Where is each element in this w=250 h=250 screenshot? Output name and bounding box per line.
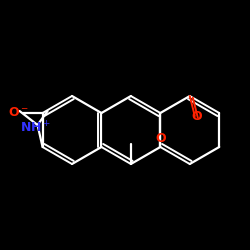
Text: O$^-$: O$^-$ [8,106,29,120]
Text: O: O [192,110,202,122]
Text: O: O [155,132,166,144]
Text: NH$^+$: NH$^+$ [20,120,51,136]
